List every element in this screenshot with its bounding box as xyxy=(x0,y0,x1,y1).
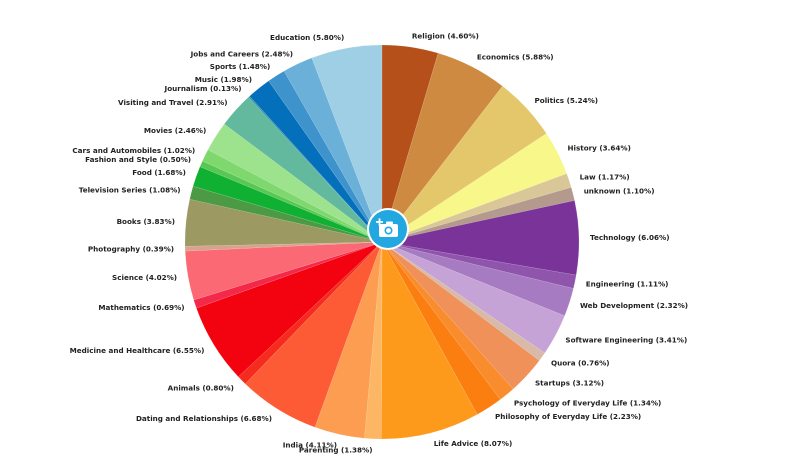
slice-label: Philosophy of Everyday Life (2.23%) xyxy=(495,412,641,421)
pie-slice xyxy=(381,241,540,390)
pie-slice xyxy=(311,44,383,243)
pie-slice xyxy=(184,241,383,252)
pie-slice xyxy=(184,198,383,247)
slice-label: Animals (0.80%) xyxy=(168,384,234,393)
slice-label: Science (4.02%) xyxy=(112,273,177,282)
slice-label: Engineering (1.11%) xyxy=(586,280,669,289)
slice-label: Religion (4.60%) xyxy=(412,32,479,41)
pie-slice xyxy=(381,241,574,317)
slice-label: Television Series (1.08%) xyxy=(79,186,181,195)
pie-slice xyxy=(381,173,572,243)
slice-label: Startups (3.12%) xyxy=(535,378,604,387)
slice-label: Movies (2.46%) xyxy=(144,126,206,135)
pie-slice xyxy=(381,241,501,415)
slice-label: Sports (1.48%) xyxy=(210,62,271,71)
pie-slice xyxy=(223,96,383,243)
slice-label: Journalism (0.13%) xyxy=(164,84,242,93)
slice-label: Mathematics (0.69%) xyxy=(98,303,184,312)
add-photo-camera-icon xyxy=(376,218,398,237)
pie-slice xyxy=(244,241,383,428)
slice-label: Fashion and Style (0.50%) xyxy=(85,155,191,164)
slice-label: Life Advice (8.07%) xyxy=(434,439,513,448)
slice-label: Politics (5.24%) xyxy=(535,96,599,105)
slice-label: Law (1.17%) xyxy=(580,173,630,182)
pie-slice xyxy=(381,241,577,289)
pie-slice xyxy=(249,80,383,243)
pie-slice xyxy=(381,85,547,243)
slice-label: Education (5.80%) xyxy=(270,33,344,42)
pie-slice xyxy=(283,57,383,243)
pie-slice xyxy=(381,44,439,243)
slice-label: Medicine and Healthcare (6.55%) xyxy=(70,346,205,355)
slice-label: India (4.11%) xyxy=(283,441,337,450)
slice-label: Web Development (2.32%) xyxy=(580,301,688,310)
slice-label: Parenting (1.38%) xyxy=(299,445,373,454)
pie-slice xyxy=(193,241,383,309)
pie-slice xyxy=(207,123,383,243)
pie-slice xyxy=(192,166,383,243)
pie-slice xyxy=(364,241,383,440)
slice-label: Visiting and Travel (2.91%) xyxy=(118,98,227,107)
pie-slice xyxy=(248,95,383,243)
pie-slice xyxy=(381,187,575,243)
slice-label: History (3.64%) xyxy=(568,144,631,153)
slice-label: Jobs and Careers (2.48%) xyxy=(190,50,293,59)
slice-label: Psychology of Everyday Life (1.34%) xyxy=(514,398,661,407)
slice-label: Quora (0.76%) xyxy=(551,359,610,368)
pie-slice xyxy=(189,186,383,243)
pie-slice xyxy=(199,160,383,243)
pie-slice xyxy=(202,149,383,243)
slice-label: Technology (6.06%) xyxy=(590,233,670,242)
pie-slice xyxy=(381,241,565,354)
pie-labels: Religion (4.60%) Economics (5.88%) Politic… xyxy=(70,32,688,455)
pie-slice xyxy=(381,241,478,440)
pie-slices xyxy=(184,44,580,440)
pie-slice xyxy=(185,241,383,301)
slice-label: Cars and Automobiles (1.02%) xyxy=(72,146,195,155)
pie-slice xyxy=(381,52,503,243)
pie-slice xyxy=(196,241,383,378)
slice-label: Food (1.68%) xyxy=(132,168,186,177)
pie-slice xyxy=(381,200,580,276)
add-photo-button[interactable] xyxy=(369,210,407,248)
slice-label: Photography (0.39%) xyxy=(88,245,174,254)
pie-slice xyxy=(238,241,383,385)
slice-label: Dating and Relationships (6.68%) xyxy=(136,414,272,423)
pie-slice xyxy=(381,133,567,243)
pie-slice xyxy=(268,70,383,243)
slice-label: Books (3.83%) xyxy=(117,217,175,226)
slice-label: Music (1.98%) xyxy=(195,75,252,84)
pie-slice xyxy=(381,241,546,361)
pie-slice xyxy=(381,241,514,400)
slice-label: unknown (1.10%) xyxy=(584,187,655,196)
slice-label: Software Engineering (3.41%) xyxy=(565,336,687,345)
pie-slice xyxy=(314,241,383,439)
slice-label: Economics (5.88%) xyxy=(477,52,554,61)
